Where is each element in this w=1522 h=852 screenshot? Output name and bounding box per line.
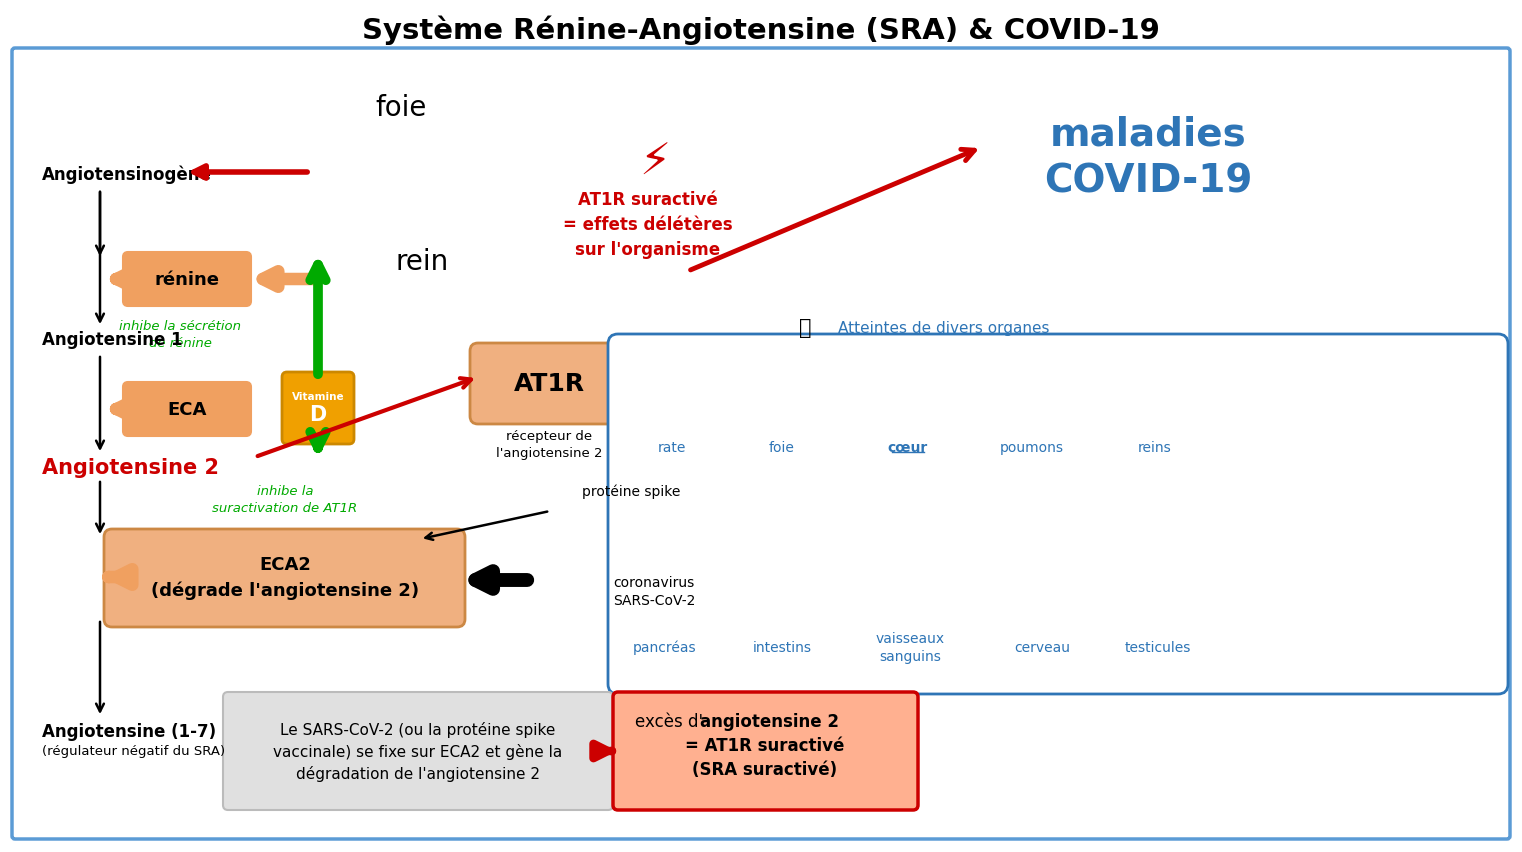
Text: D: D <box>309 405 327 424</box>
FancyBboxPatch shape <box>103 529 466 627</box>
Text: inhibe la
suractivation de AT1R: inhibe la suractivation de AT1R <box>213 485 358 515</box>
Text: Vitamine: Vitamine <box>292 392 344 401</box>
Text: ECA2
(dégrade l'angiotensine 2): ECA2 (dégrade l'angiotensine 2) <box>151 556 419 599</box>
Text: Atteintes de divers organes: Atteintes de divers organes <box>839 320 1050 335</box>
Text: excès d': excès d' <box>635 712 703 730</box>
Text: AT1R suractivé
= effets délétères
sur l'organisme: AT1R suractivé = effets délétères sur l'… <box>563 191 732 259</box>
Text: testicules: testicules <box>1125 640 1192 654</box>
Text: Le SARS-CoV-2 (ou la protéine spike
vaccinale) se fixe sur ECA2 et gène la
dégra: Le SARS-CoV-2 (ou la protéine spike vacc… <box>274 721 563 781</box>
Text: rénine: rénine <box>155 271 219 289</box>
Text: Angiotensine (1-7): Angiotensine (1-7) <box>43 722 216 740</box>
Text: = AT1R suractivé: = AT1R suractivé <box>685 736 845 754</box>
Text: foie: foie <box>374 94 426 122</box>
Text: coronavirus
SARS-CoV-2: coronavirus SARS-CoV-2 <box>613 575 696 607</box>
Text: cerveau: cerveau <box>1014 640 1070 654</box>
Text: angiotensine 2: angiotensine 2 <box>700 712 839 730</box>
Text: poumons: poumons <box>1000 440 1064 454</box>
FancyBboxPatch shape <box>123 253 251 307</box>
Text: cœur: cœur <box>887 440 928 454</box>
Text: 🦠: 🦠 <box>799 318 811 337</box>
Text: ⚡: ⚡ <box>639 141 671 183</box>
Text: Angiotensinogène: Angiotensinogène <box>43 165 212 184</box>
FancyBboxPatch shape <box>613 692 918 810</box>
FancyBboxPatch shape <box>607 335 1508 694</box>
Text: intestins: intestins <box>752 640 811 654</box>
Text: ECA: ECA <box>167 400 207 418</box>
Text: Angiotensine 2: Angiotensine 2 <box>43 458 219 477</box>
Text: Angiotensine 1: Angiotensine 1 <box>43 331 183 348</box>
Text: (régulateur négatif du SRA): (régulateur négatif du SRA) <box>43 745 225 757</box>
Text: vaisseaux
sanguins: vaisseaux sanguins <box>875 631 945 663</box>
Text: maladies
COVID-19: maladies COVID-19 <box>1044 115 1253 200</box>
Text: rate: rate <box>658 440 686 454</box>
Text: inhibe la sécrétion
de rénine: inhibe la sécrétion de rénine <box>119 320 240 349</box>
FancyBboxPatch shape <box>224 692 613 810</box>
FancyBboxPatch shape <box>12 49 1510 839</box>
FancyBboxPatch shape <box>123 383 251 436</box>
Text: reins: reins <box>1138 440 1172 454</box>
Text: foie: foie <box>769 440 794 454</box>
Text: pancréas: pancréas <box>633 640 697 654</box>
FancyBboxPatch shape <box>470 343 629 424</box>
Text: (SRA suractivé): (SRA suractivé) <box>693 760 837 778</box>
FancyBboxPatch shape <box>282 372 355 445</box>
Text: Système Rénine-Angiotensine (SRA) & COVID-19: Système Rénine-Angiotensine (SRA) & COVI… <box>362 15 1160 44</box>
Text: récepteur de
l'angiotensine 2: récepteur de l'angiotensine 2 <box>496 429 603 459</box>
Text: rein: rein <box>396 248 449 276</box>
Text: AT1R: AT1R <box>513 371 584 395</box>
Text: protéine spike: protéine spike <box>581 484 680 498</box>
